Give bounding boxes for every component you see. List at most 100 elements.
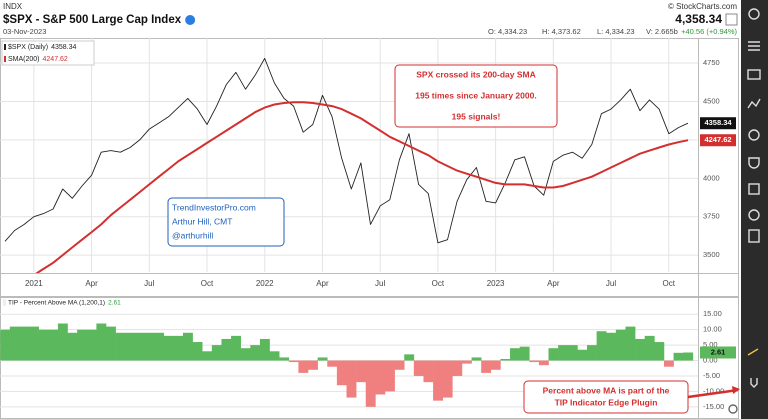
bar — [375, 360, 386, 395]
bar — [29, 326, 39, 361]
y-tick-label: -10.00 — [703, 386, 724, 395]
legend-box — [1, 40, 95, 66]
y-tick-label: 5.00 — [703, 340, 718, 349]
plot-area — [4, 57, 689, 273]
bar — [211, 345, 222, 361]
plugin-icon[interactable] — [750, 378, 758, 388]
x-tick-label: 2023 — [487, 279, 505, 288]
y-tick-label: 3500 — [703, 250, 720, 259]
quote-high: H: 4,373.62 — [542, 27, 581, 36]
last-price: 4,358.34 — [675, 12, 722, 26]
last-value-label: 4247.62 — [704, 135, 731, 144]
quote-volume: V: 2.665b — [646, 27, 678, 36]
doc-icon[interactable] — [748, 229, 760, 243]
callout-arrow — [687, 388, 739, 399]
last-value-tag — [700, 117, 736, 130]
y-tick-label: 15.00 — [703, 309, 722, 318]
bar — [96, 323, 107, 361]
sidebar-icons — [728, 8, 761, 414]
indicator-value: 2.61 — [108, 300, 121, 307]
plot-area — [0, 323, 694, 407]
bar — [433, 360, 443, 401]
bar — [308, 360, 318, 370]
symbol-title: $SPX - S&P 500 Large Cap Index — [3, 14, 182, 26]
bar — [490, 360, 501, 370]
y-tick-label: 4000 — [703, 173, 720, 182]
bar — [0, 329, 11, 361]
quote-change: +40.56 (+0.94%) — [681, 27, 737, 36]
last-value-tag — [700, 346, 736, 359]
annotation-box — [394, 64, 558, 128]
bar — [442, 360, 453, 398]
bar — [336, 360, 347, 386]
annotation-text: SPX crossed its 200-day SMA — [416, 69, 536, 79]
alert-icon[interactable] — [748, 209, 760, 221]
y-tick-label: 4750 — [703, 58, 720, 67]
legend-swatch — [4, 56, 6, 62]
bar — [471, 357, 482, 361]
bar — [279, 357, 290, 361]
bar — [365, 360, 376, 407]
pen-icon[interactable] — [747, 348, 759, 356]
date: 03-Nov-2023 — [3, 27, 46, 36]
add-icon[interactable] — [185, 15, 196, 25]
bar — [683, 352, 694, 361]
annotation-text: 195 signals! — [452, 111, 501, 121]
bar — [577, 349, 588, 361]
bar — [144, 332, 155, 361]
bar — [317, 357, 328, 361]
trophy-icon[interactable] — [748, 157, 760, 169]
bar — [356, 360, 367, 383]
annotation-box — [167, 197, 285, 247]
bar — [86, 329, 97, 361]
bar — [404, 354, 415, 361]
sma-line — [35, 101, 689, 273]
bar — [125, 332, 136, 361]
bar — [423, 360, 434, 383]
settings-icon[interactable] — [748, 8, 760, 20]
bar — [298, 360, 309, 373]
bar — [9, 326, 20, 361]
list-icon[interactable] — [748, 41, 760, 51]
bar — [288, 360, 299, 363]
x-tick-label: Apr — [547, 279, 560, 288]
bar — [654, 342, 665, 361]
bar — [202, 351, 213, 361]
chart-icon[interactable] — [747, 69, 761, 80]
bar — [221, 338, 232, 361]
grid-icon[interactable] — [748, 183, 760, 195]
bar — [394, 360, 405, 370]
bar — [635, 338, 646, 361]
bar — [346, 360, 357, 398]
price-panel-frame — [0, 38, 739, 297]
scan-icon[interactable] — [748, 129, 760, 141]
panel-settings-icon[interactable] — [728, 404, 738, 414]
legend-value: 4358.34 — [51, 44, 76, 51]
bar — [77, 329, 88, 361]
x-tick-label: Oct — [432, 279, 445, 288]
x-tick-label: 2021 — [25, 279, 43, 288]
y-tick-label: 4500 — [703, 96, 720, 105]
legend-label: SMA(200) — [8, 56, 40, 63]
bar — [625, 326, 636, 361]
bar — [384, 360, 395, 392]
bar — [154, 332, 165, 361]
quote-low: L: 4,334.23 — [597, 27, 635, 36]
y-tick-label: 0.00 — [703, 356, 718, 365]
annotation-text: Arthur Hill, CMT — [172, 216, 232, 226]
bar — [673, 352, 684, 361]
x-tick-label: 2022 — [256, 279, 274, 288]
indicator-title-bg — [2, 298, 130, 307]
bar — [529, 360, 540, 363]
trend-icon[interactable] — [747, 98, 761, 109]
bar — [644, 335, 655, 361]
annotation-text: @arthurhill — [172, 230, 213, 240]
bar — [250, 345, 261, 361]
last-value-tag — [700, 134, 736, 147]
bar — [48, 329, 59, 361]
bar — [38, 329, 49, 361]
bar — [558, 345, 569, 361]
menu-button[interactable] — [725, 13, 738, 26]
last-value-label: 4358.34 — [704, 118, 732, 127]
